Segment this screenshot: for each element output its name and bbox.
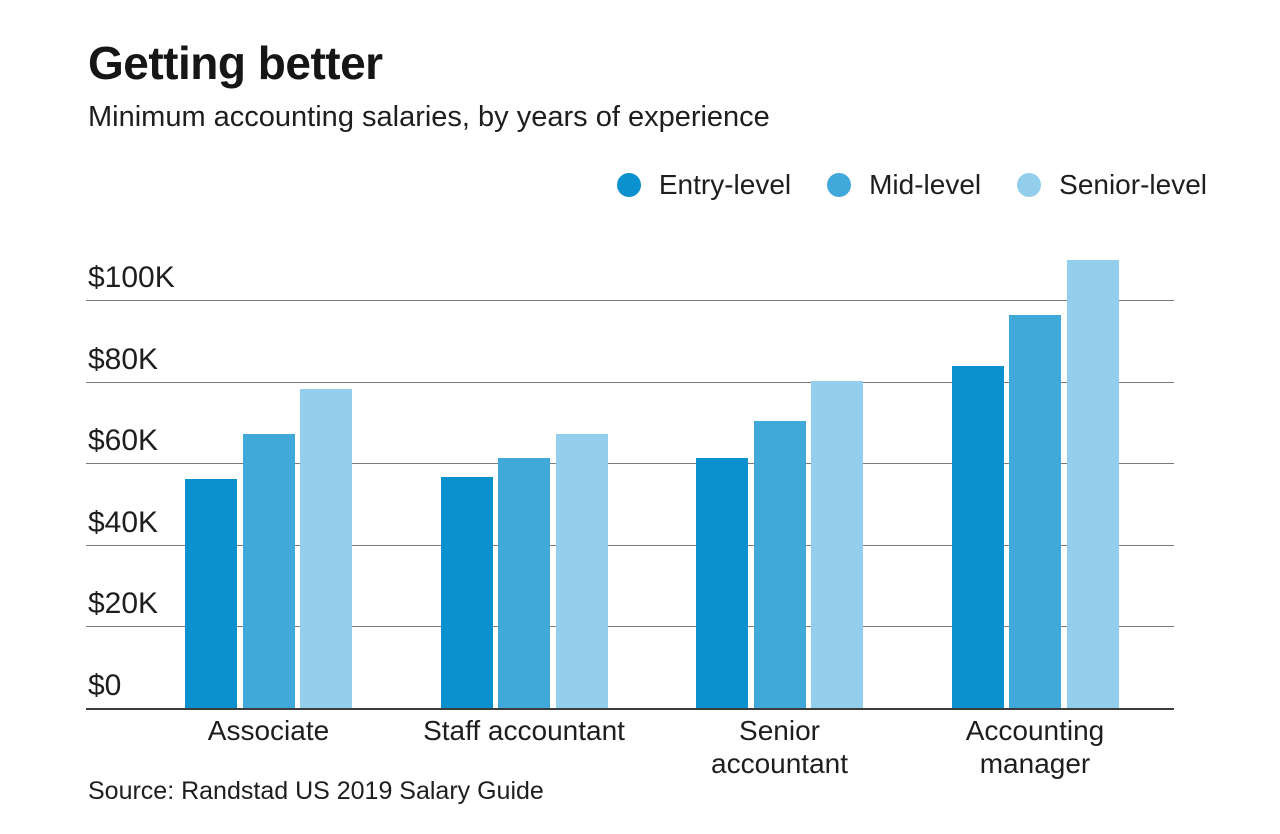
gridline-80k [86, 381, 1174, 383]
bar-entry-level-accounting-manager [951, 366, 1004, 709]
bar-senior-level-senior-accountant [811, 380, 863, 709]
x-axis-line [86, 708, 1174, 710]
bar-mid-level-associate [242, 433, 295, 709]
gridline-20k [86, 626, 1174, 628]
legend-item-entry-level: Entry-level [616, 169, 792, 201]
bar-entry-level-associate [185, 478, 237, 709]
y-tick-label-100k: $100K [88, 261, 175, 295]
y-tick-label-20k: $20K [88, 587, 159, 621]
y-tick-label-0k: $0 [88, 669, 122, 702]
bar-entry-level-senior-accountant [696, 458, 748, 709]
y-tick-label-80k: $80K [88, 342, 159, 376]
x-axis-label-associate: Associate [207, 715, 330, 746]
legend-circle-icon-senior-level [1017, 173, 1042, 197]
gridline-100k [86, 300, 1174, 302]
legend-label-entry-level: Entry-level [658, 169, 792, 200]
bar-mid-level-senior-accountant [753, 421, 806, 709]
x-axis-label-staff-accountant: Staff accountant [423, 715, 625, 746]
legend-label-senior-level: Senior-level [1059, 169, 1207, 200]
gridline-40k [86, 544, 1174, 546]
bar-senior-level-accounting-manager [1066, 260, 1119, 709]
legend-circle-icon-mid-level [827, 173, 852, 197]
bar-entry-level-staff-accountant [440, 476, 493, 709]
x-axis-label-accounting-manager: Accounting manager [965, 715, 1105, 779]
chart-subtitle: Minimum accounting salaries, by years of… [88, 101, 770, 133]
source-note: Source: Randstad US 2019 Salary Guide [88, 777, 544, 805]
bar-senior-level-associate [300, 388, 352, 709]
chart-title: Getting better [88, 37, 383, 89]
y-tick-label-60k: $60K [88, 424, 159, 458]
gridline-60k [86, 463, 1174, 465]
legend-item-mid-level: Mid-level [827, 169, 981, 201]
legend-circle-icon-entry-level [616, 173, 641, 197]
bar-mid-level-staff-accountant [498, 458, 550, 709]
bar-senior-level-staff-accountant [555, 433, 608, 709]
legend: Entry-level Mid-level Senior-level [616, 169, 1207, 201]
y-tick-label-40k: $40K [88, 505, 159, 539]
bar-mid-level-accounting-manager [1009, 315, 1061, 709]
legend-item-senior-level: Senior-level [1017, 169, 1207, 201]
plot-area: $0 $20K $40K $60K $80K $100K [86, 255, 1174, 710]
x-axis-label-senior-accountant: Senior accountant [711, 715, 848, 779]
legend-label-mid-level: Mid-level [869, 169, 982, 200]
